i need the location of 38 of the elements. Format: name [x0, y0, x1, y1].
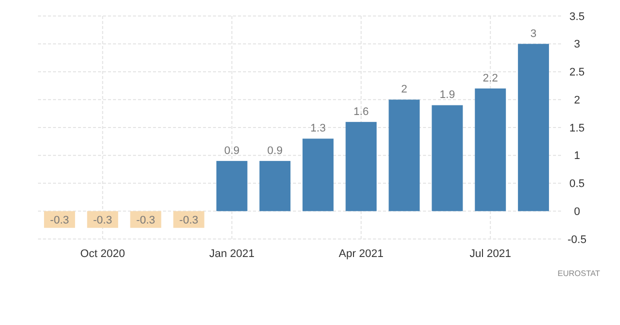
- data-label: 0.9: [267, 144, 283, 157]
- y-tick-label: 3: [574, 38, 580, 51]
- y-tick-label: 0: [574, 206, 580, 218]
- x-tick-label: Jan 2021: [209, 248, 255, 260]
- y-tick-label: -0.5: [568, 234, 586, 246]
- x-tick-label: Jul 2021: [470, 248, 512, 260]
- data-label: -0.3: [179, 214, 198, 226]
- bar: [518, 44, 549, 212]
- text: EUROSTAT: [558, 269, 600, 278]
- y-tick-label: 2.5: [569, 66, 585, 79]
- bar: [432, 105, 463, 212]
- bar: [346, 122, 377, 212]
- bar: [173, 211, 204, 228]
- x-tick-label: Apr 2021: [338, 248, 384, 260]
- x-tick-label: Oct 2020: [80, 248, 125, 260]
- data-label: 1.9: [440, 89, 455, 102]
- y-tick-label: 0.5: [569, 178, 585, 190]
- data-label: -0.3: [136, 214, 156, 226]
- bar: [259, 160, 290, 212]
- bar: [302, 138, 334, 212]
- data-label: 2: [401, 84, 408, 96]
- data-label: -0.3: [50, 214, 70, 226]
- bar: [44, 211, 76, 228]
- y-tick-label: 1: [574, 150, 580, 162]
- data-label: 1.6: [353, 106, 369, 118]
- data-label: 3: [530, 28, 537, 40]
- y-tick-label: 1.5: [569, 122, 585, 134]
- bar: [388, 100, 420, 212]
- bar: [87, 211, 118, 228]
- bar: [474, 88, 506, 212]
- y-tick-label: 2: [574, 94, 580, 106]
- data-label: 0.9: [224, 144, 240, 157]
- data-label: 1.3: [310, 122, 326, 135]
- y-tick-label: 3.5: [569, 10, 585, 23]
- data-label: 2.2: [482, 72, 498, 84]
- bar: [216, 160, 248, 212]
- data-label: -0.3: [93, 214, 112, 226]
- bar: [130, 211, 162, 228]
